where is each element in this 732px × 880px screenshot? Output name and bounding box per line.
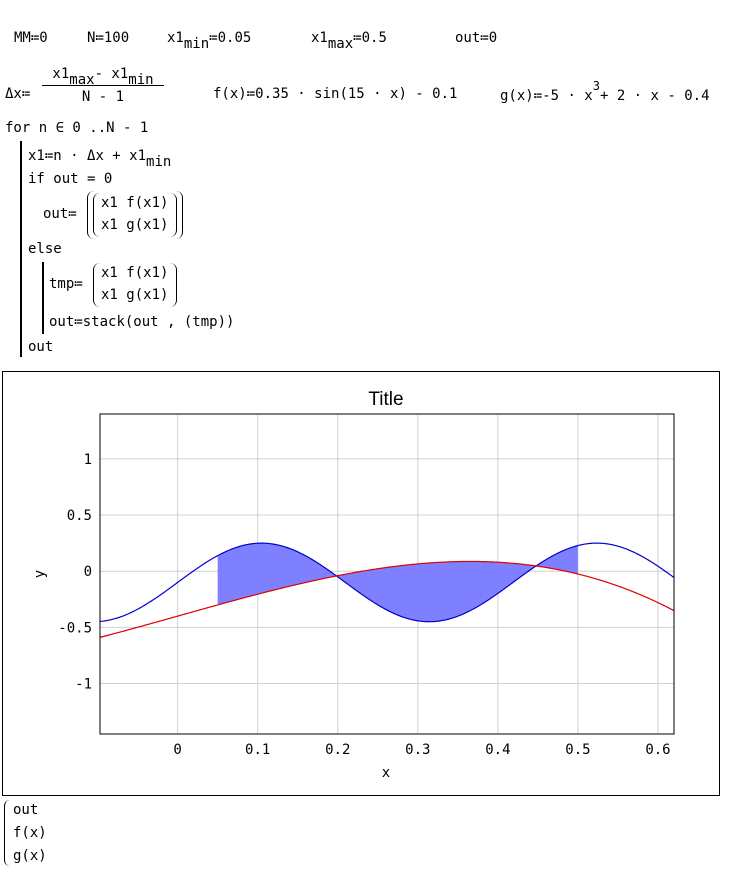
dx-denominator: N - 1 [81,89,125,105]
return-out[interactable]: out [28,339,54,355]
plot-axes-box [99,413,675,735]
dx-definition[interactable]: Δx≔ [5,86,31,102]
mm-value: 0 [39,30,48,46]
x-tick-label: 0.3 [405,742,430,758]
f-definition[interactable]: f(x)≔0.35 · sin(15 · x) - 0.1 [213,86,458,102]
legend-item-out[interactable]: out [13,802,39,818]
y-tick-label: -1 [75,676,92,692]
x-tick-label: 0.1 [245,742,270,758]
x1min-definition[interactable]: x1min≔0.05 [167,30,252,52]
stack-assignment[interactable]: out≔stack(out , (tmp)) [49,314,235,330]
y-tick-label: -0.5 [58,620,92,636]
matrix-bracket-right [170,193,177,237]
matrix2-row2: x1 g(x1) [101,287,169,303]
f-name: f(x) [213,86,247,102]
y-tick-label: 0.5 [67,508,92,524]
matrix-bracket-left [93,193,100,237]
x1max-subscript: max [327,36,354,52]
x1max-value: 0.5 [361,30,387,46]
for-body-bar [20,141,22,357]
out-assign-if[interactable]: out≔ [43,206,77,222]
x-tick-label: 0.5 [565,742,590,758]
y-tick-label: 0 [84,564,92,580]
for-loop-header[interactable]: for n ∈ 0 ..N - 1 [5,120,149,136]
n-name: N [87,30,96,46]
x-axis-label: x [382,765,390,781]
g-expression-b: + 2 · x - 0.4 [599,88,710,104]
filled-area-out [217,543,578,622]
x1max-definition[interactable]: x1max≔0.5 [311,30,387,52]
x-tick-label: 0.2 [325,742,350,758]
tmp-bracket-right [170,263,177,307]
y-tick-label: 1 [84,452,92,468]
f-expression: 0.35 · sin(15 · x) - 0.1 [255,86,458,102]
outer-paren-right [176,191,183,239]
legend-brace [4,800,11,866]
mm-name: MM [14,30,31,46]
legend-item-f[interactable]: f(x) [13,825,47,841]
legend-item-g[interactable]: g(x) [13,848,47,864]
else-body-bar [42,262,44,334]
x1min-name: x1 [167,30,184,46]
series-line-f [99,542,675,623]
plot-region[interactable] [2,371,720,796]
outer-paren-left [87,191,94,239]
g-definition[interactable]: g(x)≔-5 · x3+ 2 · x - 0.4 [500,79,710,104]
matrix2-row1: x1 f(x1) [101,265,169,281]
n-value: 100 [103,30,130,46]
dx-name: Δx [5,86,22,102]
series-line-g [99,560,675,638]
x1min-value: 0.05 [217,30,252,46]
chart-title: Title [368,389,403,410]
x-tick-label: 0 [173,742,181,758]
else-statement[interactable]: else [28,241,62,257]
dx-fraction: x1max- x1min N - 1 [42,66,164,105]
n-definition[interactable]: N≔100 [87,30,130,46]
y-axis-label: y [32,570,48,578]
g-expression-a: -5 · x [542,88,593,104]
tmp-assignment[interactable]: tmp≔ [49,276,83,292]
out-name: out [455,30,481,46]
matrix1-row1: x1 f(x1) [101,195,169,211]
out-definition[interactable]: out≔0 [455,30,498,46]
matrix1-row2: x1 g(x1) [101,217,169,233]
g-name: g(x) [500,88,534,104]
x-tick-label: 0.4 [485,742,510,758]
if-statement[interactable]: if out = 0 [28,171,113,187]
x-tick-label: 0.6 [645,742,670,758]
tmp-bracket-left [93,263,100,307]
x1max-name: x1 [311,30,328,46]
x1min-subscript: min [183,36,210,52]
dx-numerator: x1max- x1min [52,66,154,88]
g-exponent: 3 [592,79,600,93]
mm-definition[interactable]: MM≔0 [14,30,48,46]
out-value: 0 [488,30,498,46]
x1-assignment[interactable]: x1≔n · Δx + x1min [28,148,172,170]
